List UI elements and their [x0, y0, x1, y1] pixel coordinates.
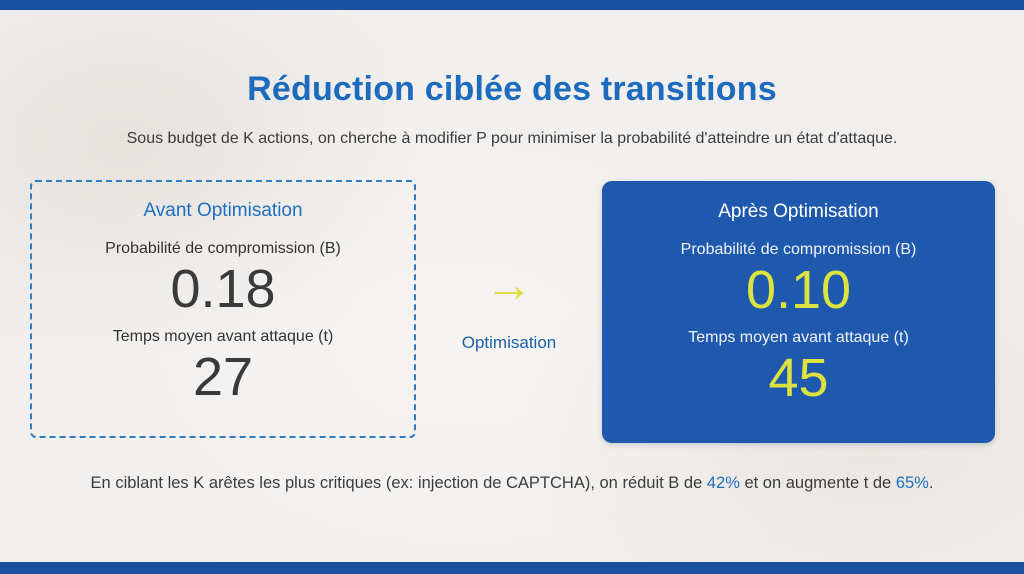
after-optimisation-card: Après Optimisation Probabilité de compro… [602, 181, 995, 443]
footer-conclusion-text: En ciblant les K arêtes les plus critiqu… [0, 474, 1024, 493]
footer-text-after: . [928, 474, 934, 492]
after-metric1-value: 0.10 [745, 260, 852, 320]
after-metric1-label: Probabilité de compromission (B) [680, 241, 917, 258]
footer-text-middle: et on augmente t de [739, 474, 896, 492]
right-arrow-icon: → [485, 259, 533, 312]
footer-highlight-b-reduction: 42% [706, 474, 740, 492]
before-card-title: Avant Optimisation [143, 200, 303, 221]
transition-label: Optimisation [461, 333, 557, 352]
before-metric2-label: Temps moyen avant attaque (t) [112, 328, 334, 346]
before-metric2-value: 27 [192, 347, 254, 408]
after-card-title: Après Optimisation [718, 201, 879, 222]
before-optimisation-card: Avant Optimisation Probabilité de compro… [30, 180, 416, 438]
footer-text-before: En ciblant les K arêtes les plus critiqu… [90, 474, 707, 492]
top-accent-bar [0, 0, 1024, 10]
page-subtitle: Sous budget de K actions, on cherche à m… [126, 130, 898, 147]
after-metric2-label: Temps moyen avant attaque (t) [688, 329, 909, 347]
bottom-accent-bar [0, 562, 1024, 574]
after-metric2-value: 45 [768, 348, 829, 409]
before-metric1-value: 0.18 [170, 259, 276, 319]
page-title: Réduction ciblée des transitions [247, 70, 777, 108]
footer-highlight-t-increase: 65% [895, 474, 929, 492]
before-metric1-label: Probabilité de compromission (B) [105, 240, 341, 257]
